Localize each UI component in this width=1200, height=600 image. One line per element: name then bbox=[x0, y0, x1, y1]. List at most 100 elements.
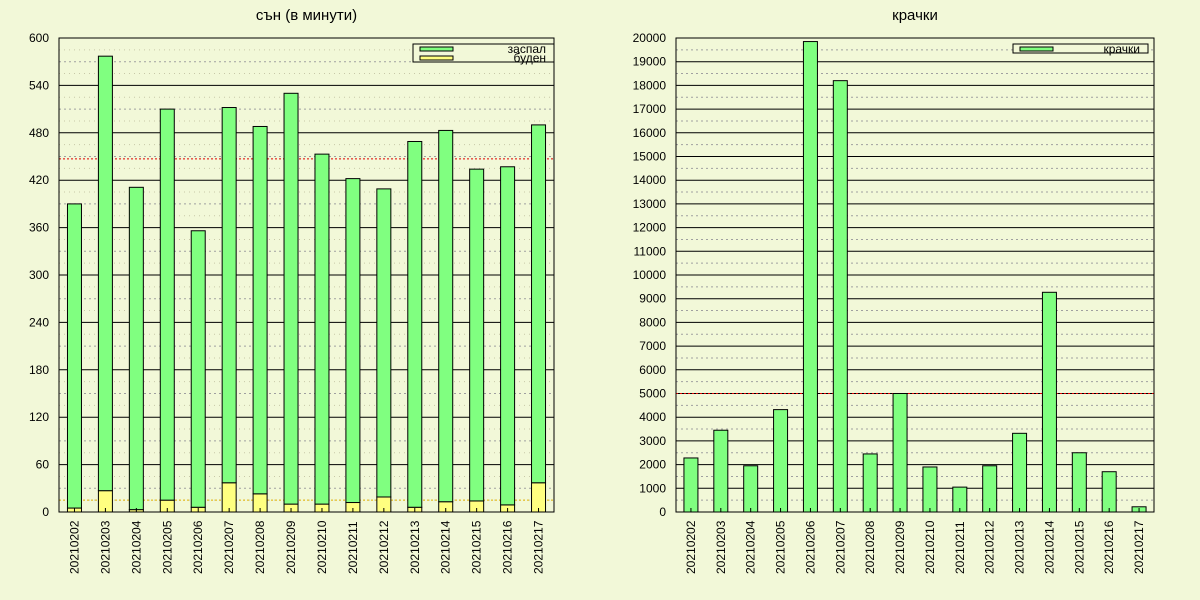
x-tick-label: 20210203 bbox=[714, 520, 728, 574]
legend-label: заспал bbox=[508, 42, 546, 56]
bar-primary bbox=[159, 108, 175, 501]
x-tick-label: 20210206 bbox=[191, 520, 205, 574]
x-tick-label: 20210204 bbox=[129, 520, 143, 574]
y-tick-label: 19000 bbox=[633, 55, 667, 69]
bar-primary bbox=[500, 166, 516, 506]
x-tick-label: 20210204 bbox=[744, 520, 758, 574]
x-tick-label: 20210213 bbox=[1013, 520, 1027, 574]
bar-primary bbox=[66, 203, 82, 509]
y-tick-label: 0 bbox=[659, 505, 666, 519]
x-tick-label: 20210217 bbox=[1132, 520, 1146, 574]
legend-swatch bbox=[1019, 46, 1054, 52]
x-tick-label: 20210211 bbox=[953, 521, 967, 574]
x-tick-label: 20210205 bbox=[160, 520, 174, 574]
y-tick-label: 60 bbox=[36, 458, 50, 472]
plot-frame bbox=[58, 37, 555, 513]
bar-primary bbox=[190, 230, 206, 508]
x-tick-label: 20210212 bbox=[983, 520, 997, 574]
y-tick-label: 5000 bbox=[639, 387, 666, 401]
bar-primary bbox=[97, 55, 113, 492]
bar-primary bbox=[252, 125, 268, 495]
x-tick-label: 20210209 bbox=[284, 520, 298, 574]
legend-label: крачки bbox=[1103, 42, 1140, 56]
legend-box bbox=[1012, 43, 1149, 54]
y-tick-label: 10000 bbox=[633, 268, 667, 282]
bar-primary bbox=[469, 168, 485, 502]
bar-primary bbox=[922, 466, 938, 513]
x-tick-label: 20210214 bbox=[1042, 520, 1056, 574]
y-tick-label: 2000 bbox=[639, 458, 666, 472]
bar-primary bbox=[438, 129, 454, 503]
x-tick-label: 20210217 bbox=[532, 520, 546, 574]
x-tick-label: 20210213 bbox=[408, 520, 422, 574]
bar-secondary bbox=[531, 482, 547, 513]
bar-primary bbox=[743, 465, 759, 513]
steps-chart-title: крачки bbox=[892, 7, 938, 24]
y-tick-label: 120 bbox=[29, 410, 49, 424]
y-tick-label: 20000 bbox=[633, 31, 667, 45]
bar-primary bbox=[1012, 432, 1028, 513]
x-tick-label: 20210208 bbox=[863, 520, 877, 574]
y-tick-label: 4000 bbox=[639, 410, 666, 424]
x-tick-label: 20210206 bbox=[803, 520, 817, 574]
y-tick-label: 360 bbox=[29, 221, 49, 235]
y-tick-label: 540 bbox=[29, 78, 49, 92]
y-tick-label: 0 bbox=[42, 505, 49, 519]
y-tick-label: 300 bbox=[29, 268, 49, 282]
x-tick-label: 20210203 bbox=[98, 520, 112, 574]
sleep-chart-title: сън (в минути) bbox=[256, 7, 357, 24]
y-tick-label: 16000 bbox=[633, 126, 667, 140]
x-tick-label: 20210214 bbox=[439, 520, 453, 574]
bar-primary bbox=[713, 429, 729, 513]
x-tick-label: 20210207 bbox=[222, 520, 236, 574]
x-tick-label: 20210210 bbox=[923, 520, 937, 574]
x-tick-label: 20210211 bbox=[346, 521, 360, 574]
x-tick-label: 20210207 bbox=[833, 520, 847, 574]
bar-primary bbox=[773, 409, 789, 513]
y-tick-label: 7000 bbox=[639, 339, 666, 353]
bar-primary bbox=[892, 393, 908, 513]
y-tick-label: 3000 bbox=[639, 434, 666, 448]
y-tick-label: 480 bbox=[29, 126, 49, 140]
steps-chart: крачки 0 1000 2000 3000 4000 5000 6000 7000 8000… bbox=[633, 7, 1155, 574]
x-tick-label: 20210205 bbox=[774, 520, 788, 574]
plot-frame bbox=[675, 37, 1155, 513]
y-tick-label: 17000 bbox=[633, 102, 667, 116]
y-tick-label: 8000 bbox=[639, 315, 666, 329]
y-tick-label: 420 bbox=[29, 173, 49, 187]
bar-primary bbox=[802, 41, 818, 513]
y-tick-label: 13000 bbox=[633, 197, 667, 211]
y-tick-label: 11000 bbox=[634, 244, 667, 258]
y-tick-label: 9000 bbox=[639, 292, 666, 306]
y-tick-label: 1000 bbox=[639, 481, 666, 495]
bar-primary bbox=[1101, 471, 1117, 513]
legend-swatch bbox=[419, 46, 454, 52]
bar-primary bbox=[832, 80, 848, 513]
x-tick-label: 20210208 bbox=[253, 520, 267, 574]
bar-primary bbox=[1071, 452, 1087, 513]
bar-primary bbox=[531, 124, 547, 484]
x-tick-label: 20210215 bbox=[1072, 520, 1086, 574]
x-tick-label: 20210216 bbox=[501, 520, 515, 574]
bar-primary bbox=[683, 457, 699, 513]
bar-primary bbox=[221, 107, 237, 484]
x-tick-label: 20210210 bbox=[315, 520, 329, 574]
bar-primary bbox=[128, 186, 144, 511]
x-tick-label: 20210209 bbox=[893, 520, 907, 574]
bar-primary bbox=[283, 92, 299, 505]
y-tick-label: 18000 bbox=[633, 78, 667, 92]
x-tick-label: 20210212 bbox=[377, 520, 391, 574]
y-tick-label: 14000 bbox=[633, 173, 667, 187]
bar-primary bbox=[345, 178, 361, 504]
y-tick-label: 600 bbox=[29, 31, 49, 45]
bar-primary bbox=[1041, 291, 1057, 513]
y-tick-label: 12000 bbox=[633, 221, 667, 235]
bar-primary bbox=[407, 140, 423, 508]
x-tick-label: 20210202 bbox=[684, 520, 698, 574]
legend-swatch bbox=[419, 55, 454, 61]
y-tick-label: 180 bbox=[29, 363, 49, 377]
legend-label: буден bbox=[513, 51, 546, 65]
bar-secondary bbox=[221, 482, 237, 513]
bar-primary bbox=[314, 153, 330, 505]
